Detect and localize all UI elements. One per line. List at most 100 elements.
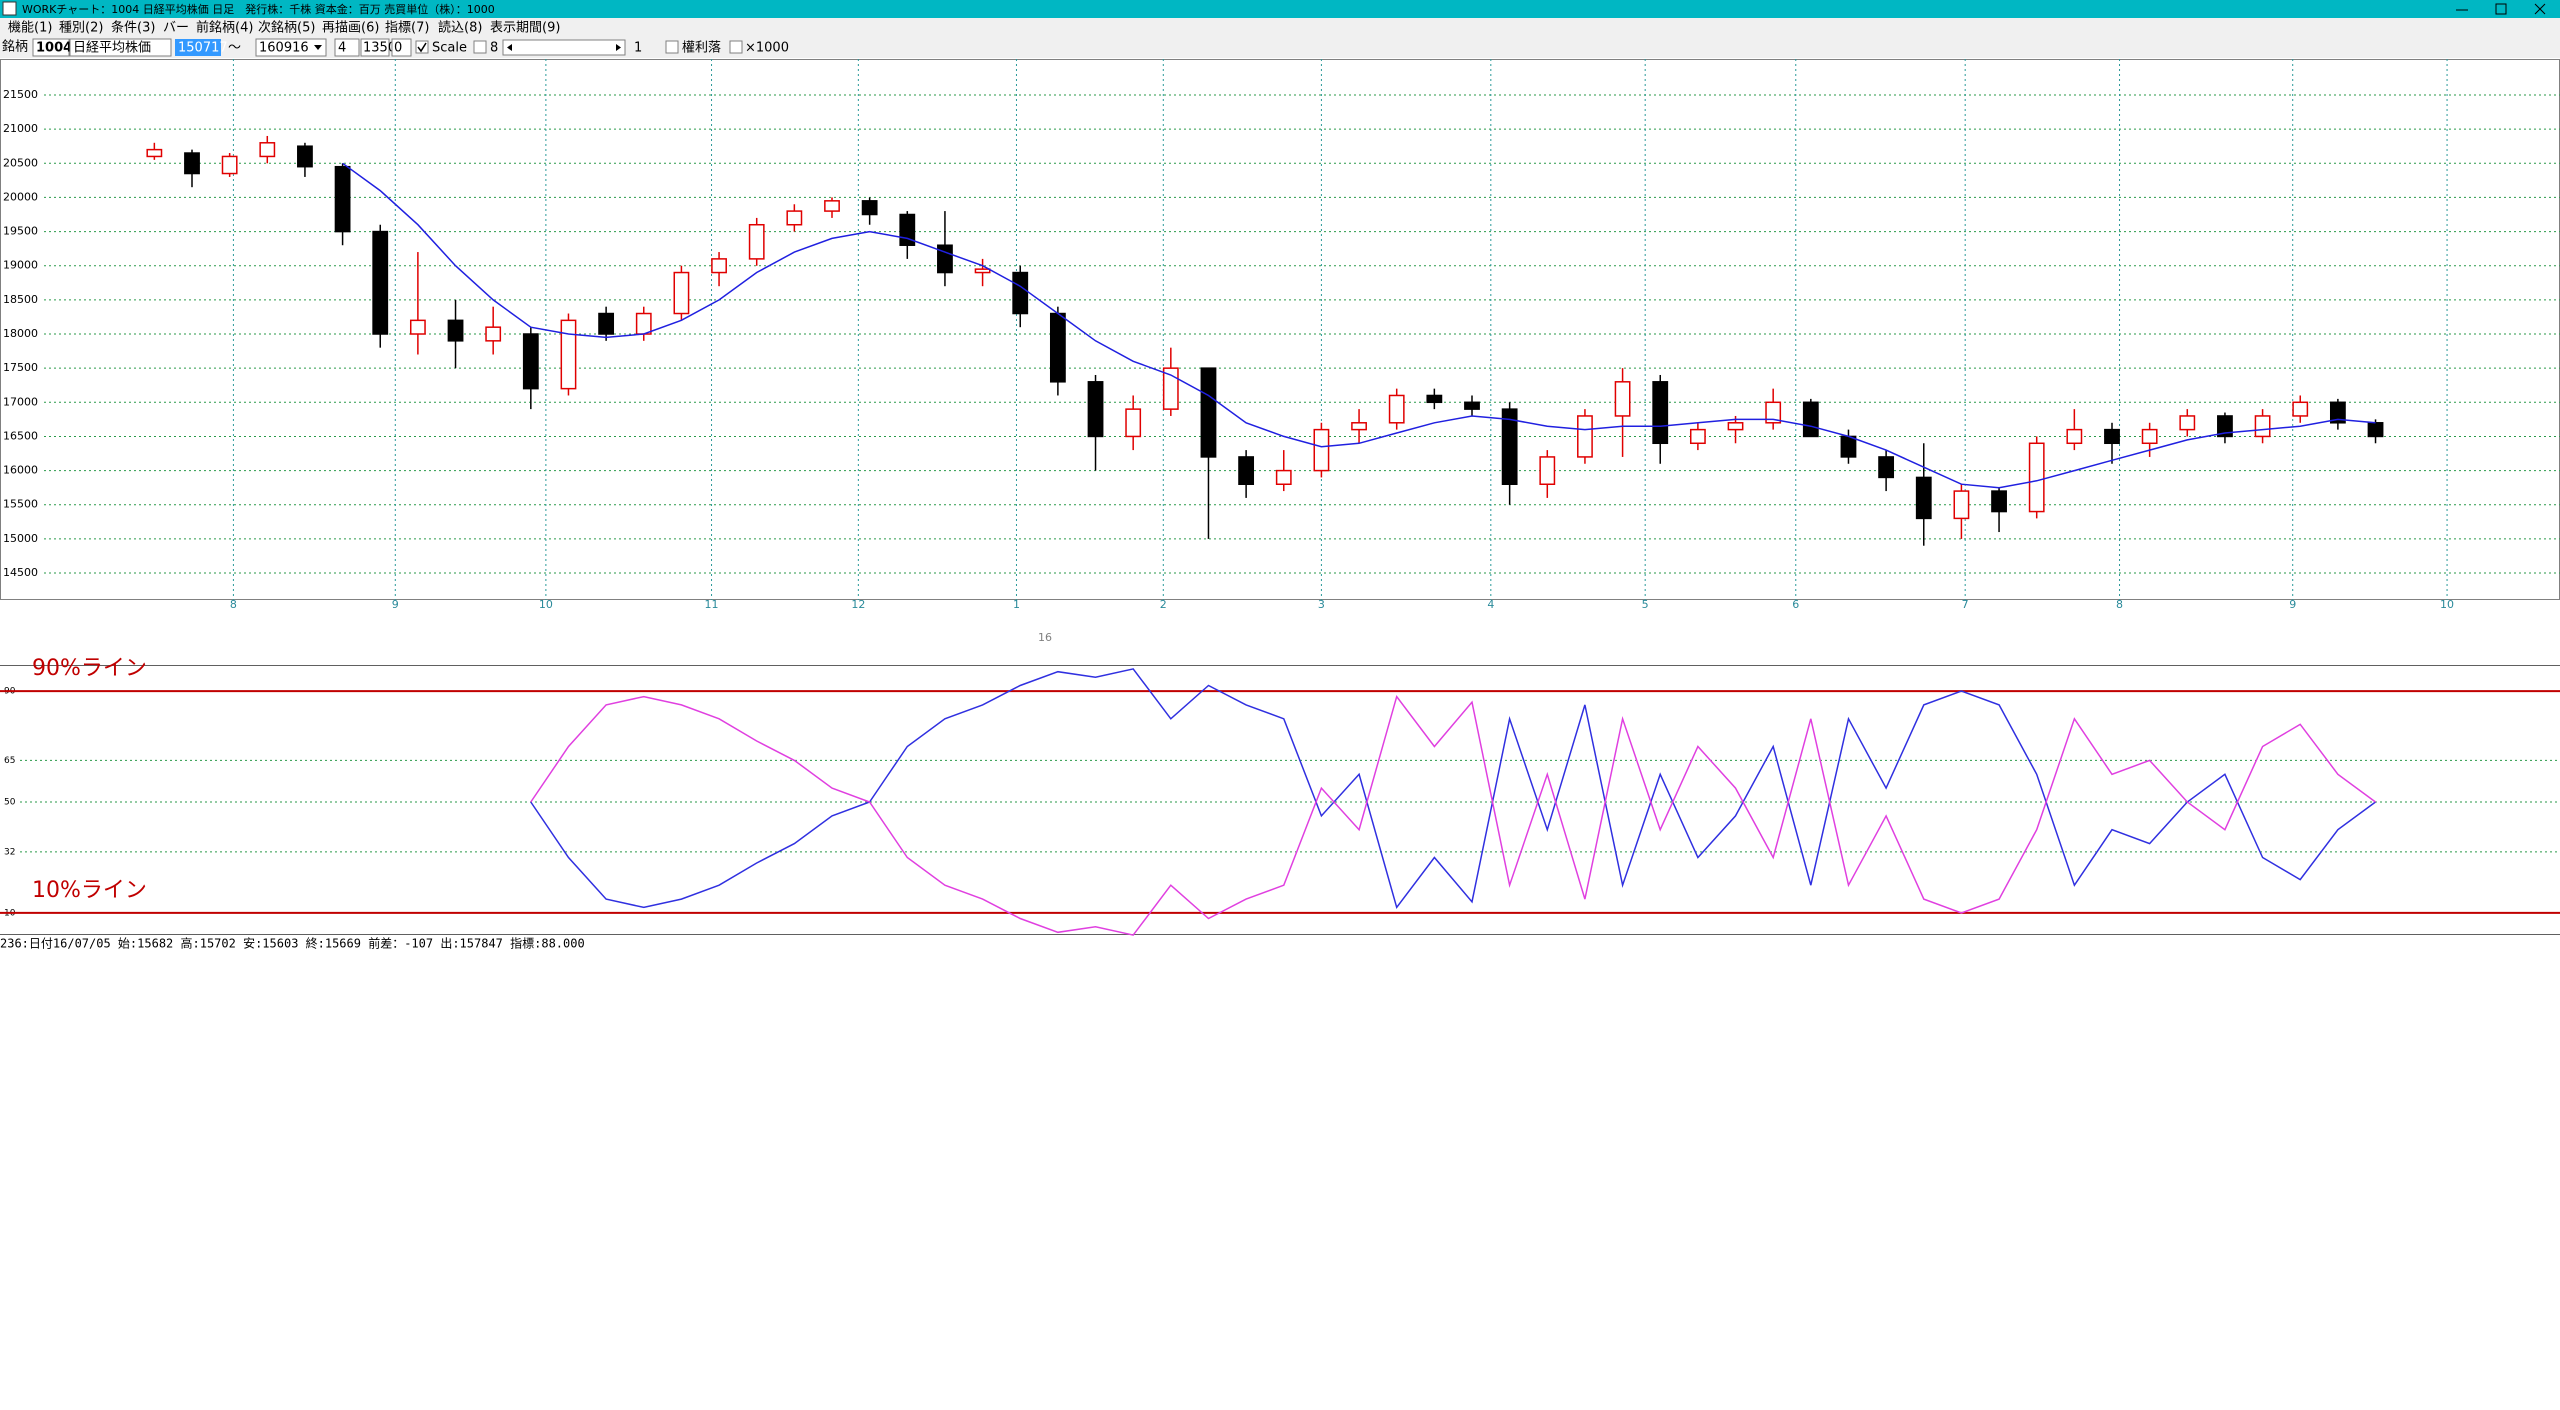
menu-item[interactable]: 種別(2): [59, 20, 103, 36]
candle-body: [1614, 381, 1631, 417]
field1-input[interactable]: [334, 38, 360, 57]
dropdown-arrow[interactable]: [314, 45, 322, 50]
candle-body: [1727, 422, 1744, 431]
candle-body: [2367, 422, 2384, 438]
candle-body: [2141, 428, 2158, 445]
unit-checkbox[interactable]: [729, 40, 743, 54]
candle-body: [1464, 401, 1480, 410]
candle-body: [485, 326, 502, 342]
candle-body: [447, 319, 464, 342]
candle-body: [2028, 442, 2045, 513]
candle-body: [1388, 394, 1405, 424]
scale-label: Scale: [432, 41, 467, 56]
candle-body: [2217, 415, 2233, 438]
candle-body: [2104, 428, 2120, 445]
to-input[interactable]: [255, 38, 327, 57]
field1-value: 4: [338, 41, 346, 56]
candle-body: [1765, 401, 1782, 424]
x-tick-label: 3: [1318, 598, 1325, 611]
from-input[interactable]: [175, 39, 221, 56]
candle-body: [1689, 428, 1706, 445]
year-label: 16: [1038, 631, 1052, 644]
candle-body: [861, 200, 878, 216]
toolbar: [0, 37, 2560, 58]
candle-body: [1125, 408, 1142, 438]
reference-label: 10%ライン: [32, 878, 147, 903]
field3-input[interactable]: [391, 38, 412, 57]
name-value: 日経平均株価: [73, 41, 151, 56]
menu-item[interactable]: 次銘柄(5): [258, 20, 315, 36]
rights-checkbox[interactable]: [665, 40, 679, 54]
y-tick-label: 19500: [3, 225, 38, 238]
candle-body: [711, 258, 727, 274]
close-button[interactable]: [2534, 3, 2546, 15]
x-tick-label: 5: [1642, 598, 1649, 611]
unit-label: ×1000: [745, 41, 789, 56]
menu-item[interactable]: バー: [163, 21, 189, 36]
check-mark: [417, 42, 427, 53]
scroll-value: 1: [634, 41, 642, 56]
candle-body: [1012, 271, 1029, 315]
menu-bar: [0, 18, 2560, 37]
x-tick-label: 9: [392, 598, 399, 611]
indicator-line: [530, 694, 2376, 936]
scrollbar[interactable]: [502, 39, 626, 56]
x-tick-label: 8: [2116, 598, 2123, 611]
scale-checkbox[interactable]: [415, 40, 429, 54]
candle-body: [372, 230, 389, 335]
candle-body: [1087, 381, 1104, 438]
restore-button[interactable]: [2495, 3, 2507, 15]
field2-input[interactable]: [360, 38, 390, 57]
check2-checkbox[interactable]: [473, 40, 487, 54]
x-tick-label: 10: [2440, 598, 2454, 611]
candle-body: [1351, 422, 1367, 431]
candle-body: [974, 268, 991, 274]
x-tick-label: 1: [1013, 598, 1020, 611]
menu-item[interactable]: 前銘柄(4): [196, 20, 253, 36]
candle-body: [786, 210, 803, 226]
menu-item[interactable]: 読込(8): [438, 20, 482, 36]
candle-body: [1162, 367, 1179, 410]
app-icon: [2, 1, 17, 16]
candle-body: [1426, 394, 1443, 404]
candle-body: [221, 155, 238, 175]
candle-body: [1049, 312, 1066, 383]
candle-body: [1275, 469, 1292, 485]
check2-label: 8: [490, 41, 498, 56]
candle-body: [2329, 401, 2346, 424]
candle-body: [184, 152, 200, 175]
candle-body: [2066, 428, 2083, 445]
y-tick-label: 17000: [3, 395, 38, 408]
menu-item[interactable]: 再描画(6): [322, 21, 379, 36]
menu-item[interactable]: 条件(3): [111, 20, 155, 36]
candle-body: [334, 165, 351, 233]
to-value: 160916: [259, 41, 309, 56]
title-bar: [0, 0, 2560, 18]
y-tick-label: 16500: [3, 429, 38, 442]
x-tick-label: 7: [1962, 598, 1969, 611]
rights-label: 權利落: [682, 41, 721, 56]
candle-body: [1840, 435, 1857, 458]
candle-body: [598, 312, 615, 335]
field3-value: 0: [394, 41, 402, 56]
x-tick-label: 2: [1160, 598, 1167, 611]
candle-body: [2179, 415, 2196, 431]
x-tick-label: 11: [705, 598, 719, 611]
menu-item[interactable]: 指標(7): [385, 21, 429, 36]
y-tick-label: 19000: [3, 259, 38, 272]
from-value: 150717: [178, 41, 228, 56]
candle-body: [1652, 381, 1669, 445]
candle-body: [2254, 415, 2271, 438]
y-tick-label: 20500: [3, 156, 38, 169]
name-input[interactable]: [69, 38, 172, 57]
code-input[interactable]: [32, 38, 70, 57]
candle-body: [2292, 401, 2309, 417]
menu-item[interactable]: 機能(1): [8, 21, 52, 36]
y-tick-label: 21500: [3, 88, 38, 101]
y-tick-label: 20000: [3, 190, 38, 203]
status-line: 236:日付16/07/05 始:15682 高:15702 安:15603 終…: [0, 936, 585, 951]
x-tick-label: 6: [1792, 598, 1799, 611]
candle-body: [146, 148, 163, 158]
menu-item[interactable]: 表示期間(9): [490, 21, 560, 36]
candle-body: [748, 223, 765, 260]
